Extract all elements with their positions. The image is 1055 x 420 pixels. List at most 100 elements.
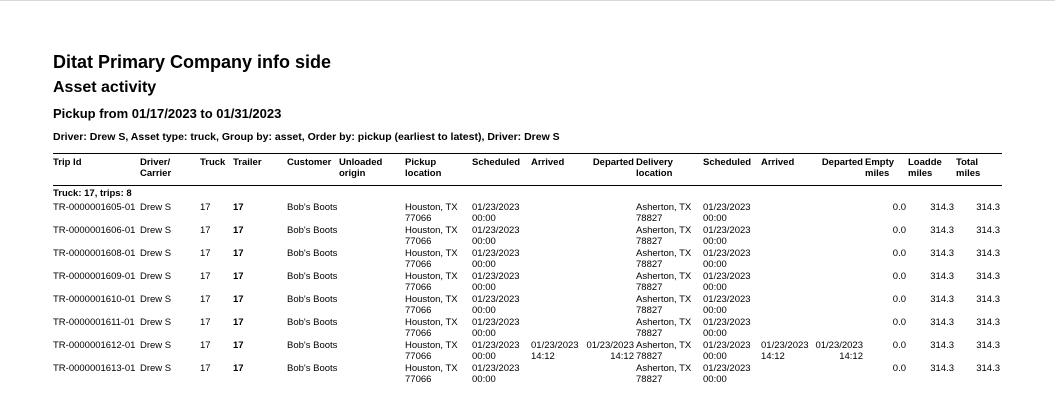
table-row: TR-0000001612-01 Drew S 17 17 Bob's Boots Hou… [53,340,1002,364]
table-cell: 17 [233,363,244,374]
table-cell [813,318,865,341]
table-header: Trip Id Driver/ Carrier Truck Trailer Custom… [53,153,1002,186]
table-cell [582,226,636,249]
table-cell: 01/23/2023 00:00 [472,202,520,224]
table-cell [582,295,636,318]
table-cell: Bob's Boots [287,202,338,213]
table-cell: 314.3 [930,340,954,351]
table-row: TR-0000001606-01 Drew S 17 17 Bob's Boots Hou… [53,225,1002,249]
column-header: Scheduled [703,153,761,186]
table-cell: Drew S [140,248,172,259]
table-cell: Houston, TX 77066 [405,340,458,362]
table-cell: 314.3 [930,202,954,213]
table-cell: 17 [233,248,244,259]
table-cell: Drew S [140,363,172,374]
table-cell: 17 [200,294,211,305]
table-cell: 01/23/2023 00:00 [703,248,751,270]
table-cell: 17 [200,317,211,328]
table-cell: 314.3 [930,248,954,259]
table-cell: Drew S [140,317,172,328]
table-cell [582,272,636,295]
table-cell: Asherton, TX 78827 [636,202,692,224]
table-cell: 314.3 [930,271,954,282]
table-cell: 01/23/2023 00:00 [472,225,520,247]
table-cell: Asherton, TX 78827 [636,271,692,293]
table-cell: 17 [200,202,211,213]
table-cell: 0.0 [892,363,906,374]
table-cell: 17 [233,317,244,328]
column-header: Arrived [761,153,813,186]
column-header: Empty miles [865,153,908,186]
table-cell: 314.3 [930,317,954,328]
report-title: Asset activity [53,79,157,96]
table-cell: Houston, TX 77066 [405,202,458,224]
column-header: Arrived [531,153,582,186]
table-cell: 0.0 [892,340,906,351]
table-cell [761,249,813,272]
table-cell: TR-0000001606-01 [53,225,136,236]
table-row: TR-0000001605-01 Drew S 17 17 Bob's Boots Hou… [53,202,1002,226]
table-cell: Bob's Boots [287,294,338,305]
table-cell [761,295,813,318]
table-cell: Asherton, TX 78827 [636,248,692,270]
table-cell: 17 [200,363,211,374]
activity-table: Trip Id Driver/ Carrier Truck Trailer Custom… [53,153,1002,387]
table-cell: 0.0 [892,202,906,213]
table-cell [582,318,636,341]
table-cell [813,226,865,249]
group-label: Truck: 17, trips: 8 [53,188,132,199]
table-cell: 0.0 [892,271,906,282]
table-cell: Asherton, TX 78827 [636,225,692,247]
table-cell: 314.3 [976,340,1000,351]
table-cell: 01/23/2023 00:00 [472,271,520,293]
table-cell: TR-0000001608-01 [53,248,136,259]
column-header: Delivery location [636,153,703,186]
table-cell: 17 [233,225,244,236]
table-cell [531,318,582,341]
table-cell [339,318,405,341]
table-cell: 17 [200,248,211,259]
table-cell: 01/23/2023 00:00 [703,202,751,224]
table-cell: Drew S [140,271,172,282]
table-cell: 314.3 [976,248,1000,259]
table-cell: 01/23/2023 00:00 [472,317,520,339]
table-cell: 01/23/2023 00:00 [703,271,751,293]
column-header: Trailer [233,153,287,186]
table-cell: 17 [233,294,244,305]
table-cell: 01/23/2023 00:00 [472,340,520,362]
column-header: Departed [813,153,865,186]
table-cell: Drew S [140,202,172,213]
table-row: TR-0000001611-01 Drew S 17 17 Bob's Boots Hou… [53,317,1002,341]
table-cell: Houston, TX 77066 [405,317,458,339]
table-cell: 314.3 [930,294,954,305]
table-cell: Houston, TX 77066 [405,294,458,316]
table-cell [813,249,865,272]
table-cell: 0.0 [892,248,906,259]
table-cell: Asherton, TX 78827 [636,340,692,362]
column-header: Driver/ Carrier [140,153,200,186]
table-cell [761,318,813,341]
table-cell: 314.3 [976,202,1000,213]
table-cell: Houston, TX 77066 [405,225,458,247]
table-cell [339,364,405,387]
table-row: TR-0000001609-01 Drew S 17 17 Bob's Boots Hou… [53,271,1002,295]
table-row: TR-0000001613-01 Drew S 17 17 Bob's Boots Hou… [53,363,1002,387]
table-cell: 17 [233,271,244,282]
table-cell: 01/23/2023 00:00 [472,363,520,385]
filter-summary: Driver: Drew S, Asset type: truck, Group… [53,131,560,143]
table-cell [339,295,405,318]
table-cell: 01/23/2023 00:00 [703,363,751,385]
table-cell: 01/23/2023 00:00 [703,225,751,247]
company-title: Ditat Primary Company info side [53,52,332,72]
table-cell: 314.3 [976,225,1000,236]
table-cell: Houston, TX 77066 [405,363,458,385]
column-header: Scheduled [472,153,531,186]
table-cell [761,226,813,249]
table-cell [582,249,636,272]
group-row: Truck: 17, trips: 8 [53,186,1002,204]
table-cell: Houston, TX 77066 [405,271,458,293]
table-cell: 01/23/2023 14:12 [815,340,863,362]
table-cell: TR-0000001609-01 [53,271,136,282]
table-row: TR-0000001610-01 Drew S 17 17 Bob's Boots Hou… [53,294,1002,318]
table-cell: Bob's Boots [287,340,338,351]
